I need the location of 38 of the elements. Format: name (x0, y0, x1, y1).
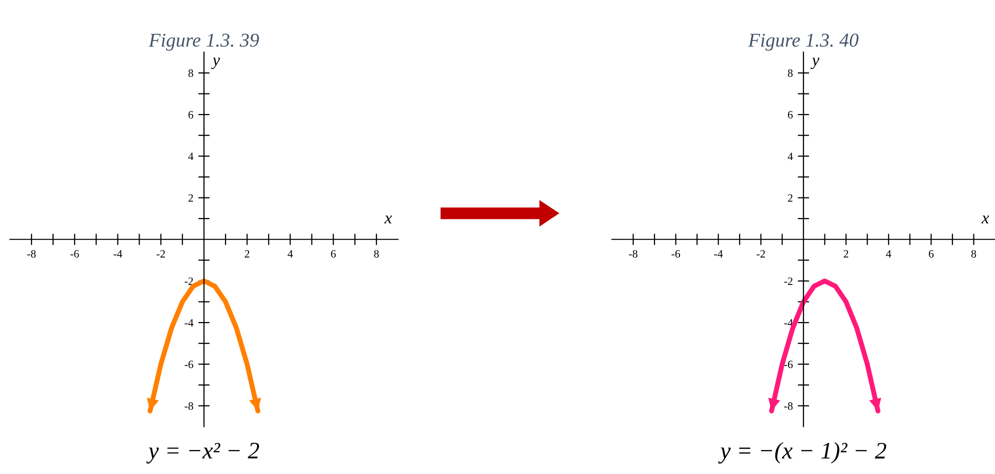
y-tick-label: 4 (188, 152, 194, 160)
x-tick-label: -2 (156, 250, 165, 258)
x-tick-label: 8 (971, 250, 976, 258)
y-axis-title: y (211, 58, 220, 70)
y-tick-label: 4 (788, 152, 793, 160)
text: y = −(x − 1)² − 2 (718, 442, 886, 464)
x-tick-label: 4 (288, 250, 293, 258)
y-tick-label: 8 (188, 69, 194, 77)
text: y = −x² − 2 (146, 442, 260, 464)
x-tick-label: 2 (844, 250, 848, 258)
x-tick-label: 4 (886, 250, 892, 258)
x-tick-label: -4 (114, 250, 122, 258)
x-tick-label: -6 (672, 250, 680, 258)
y-tick-label: 2 (188, 194, 193, 202)
y-tick-label: -2 (784, 277, 792, 285)
y-axis-title: y (810, 58, 820, 70)
x-tick-label: -6 (70, 250, 79, 258)
x-tick-label: -8 (27, 250, 36, 258)
y-tick-label: 2 (788, 194, 792, 202)
chart-title: Figure 1.3. 39 (148, 34, 259, 51)
chart-title: Figure 1.3. 40 (748, 34, 858, 51)
x-tick-label: 6 (331, 250, 336, 258)
x-tick-label: -8 (628, 250, 638, 258)
y-tick-label: -8 (184, 402, 194, 410)
y-tick-label: 6 (788, 111, 793, 119)
y-tick-label: 8 (788, 69, 793, 77)
x-axis-title: x (384, 216, 392, 224)
y-tick-label: -6 (784, 360, 793, 368)
x-tick-label: -2 (756, 250, 765, 258)
y-tick-label: -6 (184, 360, 194, 368)
x-axis-title: x (982, 216, 989, 224)
x-tick-label: -4 (714, 250, 723, 258)
y-tick-label: -4 (184, 319, 194, 326)
y-tick-label: -8 (784, 402, 793, 410)
x-tick-label: 6 (928, 250, 934, 258)
x-tick-label: 8 (374, 250, 379, 258)
y-tick-label: 6 (188, 111, 194, 119)
x-tick-label: 2 (244, 250, 250, 258)
